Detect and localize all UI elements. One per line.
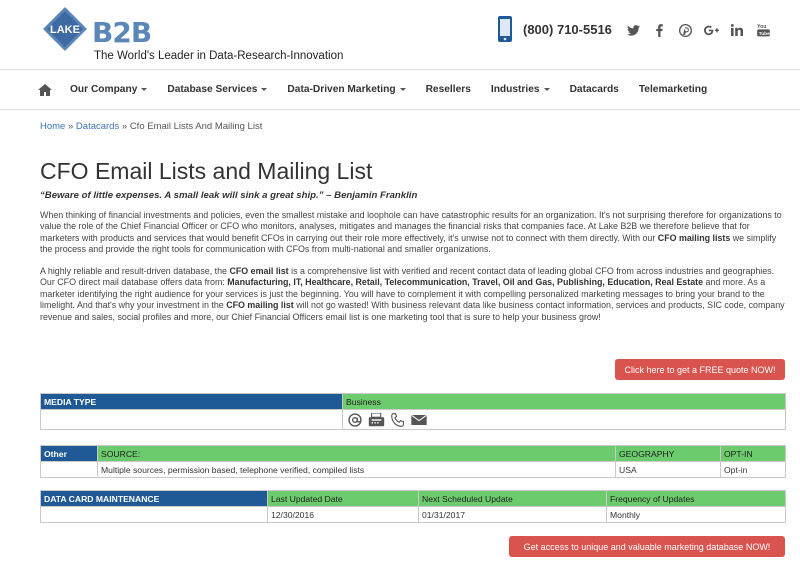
nav-industries[interactable]: Industries — [491, 84, 550, 95]
breadcrumb-separator: » — [121, 121, 128, 132]
facebook-icon[interactable] — [646, 20, 672, 40]
page-quote: “Beware of little expenses. A small leak… — [40, 190, 418, 201]
envelope-icon — [411, 414, 427, 426]
youtube-icon[interactable]: You Tube — [750, 20, 776, 40]
data-card-maintenance-table: DATA CARD MAINTENANCE Last Updated Date … — [40, 490, 786, 523]
intro-paragraph: When thinking of financial investments a… — [40, 210, 782, 255]
opt-in-header: OPT-IN — [720, 445, 786, 462]
description-paragraph: A highly reliable and result-driven data… — [40, 266, 785, 322]
site-header: LAKE B2B The World's Leader in Data-Rese… — [0, 0, 800, 68]
other-empty-cell — [40, 461, 98, 478]
chevron-down-icon — [261, 87, 268, 91]
media-type-value: Business — [342, 393, 786, 410]
frequency-header: Frequency of Updates — [606, 490, 786, 507]
next-update-header: Next Scheduled Update — [418, 490, 607, 507]
pinterest-icon[interactable] — [672, 20, 698, 40]
geography-value: USA — [615, 461, 721, 478]
maintenance-empty-cell — [40, 506, 268, 523]
other-header: Other — [40, 445, 98, 462]
breadcrumb-home[interactable]: Home — [40, 121, 66, 132]
breadcrumb-datacards[interactable]: Datacards — [75, 121, 120, 132]
breadcrumb-separator: » — [67, 121, 74, 132]
phone-handset-icon — [391, 412, 405, 427]
lake-logo-diamond: LAKE — [43, 7, 87, 51]
logo-lake-text: LAKE — [50, 24, 80, 36]
home-icon[interactable] — [38, 83, 52, 96]
phone-number[interactable]: (800) 710-5516 — [523, 21, 612, 37]
nav-resellers[interactable]: Resellers — [425, 84, 471, 95]
maintenance-header: DATA CARD MAINTENANCE — [40, 490, 268, 507]
svg-text:You: You — [757, 24, 766, 30]
linkedin-icon[interactable] — [724, 20, 750, 40]
nav-telemarketing[interactable]: Telemarketing — [638, 84, 708, 95]
main-nav: Our Company Database Services Data-Drive… — [0, 69, 800, 110]
nav-database-services[interactable]: Database Services — [167, 84, 268, 95]
media-type-table: MEDIA TYPE Business — [40, 393, 786, 430]
nav-datacards[interactable]: Datacards — [569, 84, 619, 95]
source-table: Other SOURCE: GEOGRAPHY OPT-IN Multiple … — [40, 445, 786, 478]
at-sign-icon — [348, 412, 362, 427]
media-type-empty-cell — [40, 409, 343, 430]
svg-text:Tube: Tube — [758, 31, 769, 37]
media-icons-cell — [342, 409, 786, 430]
breadcrumb-current: Cfo Email Lists And Mailing List — [129, 121, 263, 132]
google-plus-icon[interactable] — [698, 20, 724, 40]
nav-data-driven-marketing[interactable]: Data-Driven Marketing — [287, 84, 406, 95]
source-header: SOURCE: — [97, 445, 616, 462]
mobile-phone-icon — [498, 16, 512, 42]
chevron-down-icon — [141, 87, 148, 91]
geography-header: GEOGRAPHY — [615, 445, 721, 462]
media-type-header: MEDIA TYPE — [40, 393, 343, 410]
last-updated-header: Last Updated Date — [267, 490, 419, 507]
source-value: Multiple sources, permission based, tele… — [97, 461, 616, 478]
nav-our-company[interactable]: Our Company — [70, 84, 148, 95]
get-access-button[interactable]: Get access to unique and valuable market… — [509, 536, 785, 557]
page-title: CFO Email Lists and Mailing List — [40, 158, 373, 184]
logo-b2b-text: B2B — [92, 16, 152, 49]
tagline: The World's Leader in Data-Research-Inno… — [94, 50, 344, 62]
chevron-down-icon — [399, 87, 406, 91]
last-updated-value: 12/30/2016 — [267, 506, 419, 523]
phone-contact[interactable]: (800) 710-5516 — [497, 14, 612, 44]
social-links: You Tube — [620, 20, 776, 40]
free-quote-button[interactable]: Click here to get a FREE quote NOW! — [615, 359, 785, 380]
next-update-value: 01/31/2017 — [418, 506, 607, 523]
lake-b2b-logo[interactable]: LAKE B2B The World's Leader in Data-Rese… — [38, 6, 343, 64]
opt-in-value: Opt-in — [720, 461, 786, 478]
twitter-icon[interactable] — [620, 20, 646, 40]
chevron-down-icon — [543, 87, 550, 91]
breadcrumb: Home » Datacards » Cfo Email Lists And M… — [40, 121, 262, 132]
fax-icon — [368, 412, 385, 427]
frequency-value: Monthly — [606, 506, 786, 523]
